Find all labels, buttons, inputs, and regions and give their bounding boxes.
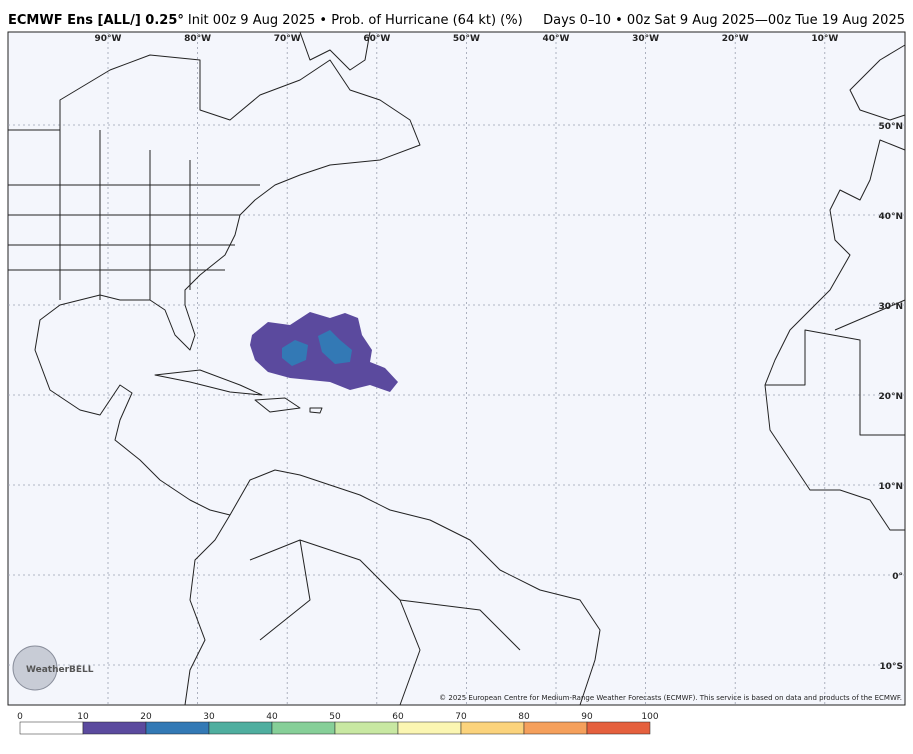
map-frame xyxy=(7,31,906,706)
title-rest: Init 00z 9 Aug 2025 • Prob. of Hurricane… xyxy=(188,13,523,28)
valid-time: Days 0–10 • 00z Sat 9 Aug 2025—00z Tue 1… xyxy=(543,13,905,28)
lat-label: 20°N xyxy=(878,392,903,402)
lon-label: 80°W xyxy=(184,34,211,44)
colorbar-tick-label: 30 xyxy=(203,712,215,722)
title-bold: ECMWF Ens [ALL/] 0.25° xyxy=(8,13,184,28)
lat-label: 40°N xyxy=(878,212,903,222)
sa-borders xyxy=(249,539,521,706)
colorbar-tick-label: 80 xyxy=(518,712,530,722)
colorbar-tick-label: 70 xyxy=(455,712,467,722)
lat-label: 0° xyxy=(892,572,903,582)
colorbar-bin xyxy=(334,721,399,735)
colorbar-tick-label: 10 xyxy=(77,712,89,722)
europe xyxy=(849,44,906,121)
title: ECMWF Ens [ALL/] 0.25° Init 00z 9 Aug 202… xyxy=(8,13,523,28)
lat-label: 10°S xyxy=(879,662,903,672)
lat-label: 30°N xyxy=(878,302,903,312)
us-states xyxy=(8,130,260,300)
probability-field xyxy=(250,312,398,392)
arctic-islands xyxy=(299,31,371,71)
colorbar-tick-label: 0 xyxy=(17,712,23,722)
prob-20-30 xyxy=(282,330,352,366)
lon-label: 70°W xyxy=(274,34,301,44)
lon-label: 60°W xyxy=(363,34,390,44)
colorbar-bin xyxy=(397,721,462,735)
colorbar-bin xyxy=(145,721,210,735)
lon-label: 30°W xyxy=(632,34,659,44)
logo: WeatherBELL xyxy=(12,645,94,691)
north-america xyxy=(8,54,421,516)
colorbar-tick-label: 40 xyxy=(266,712,278,722)
colorbar-tick-label: 50 xyxy=(329,712,341,722)
colorbar-bin xyxy=(19,721,84,735)
colorbar-bin xyxy=(523,721,588,735)
colorbar-bin xyxy=(586,721,651,735)
lon-label: 50°W xyxy=(453,34,480,44)
africa xyxy=(764,139,906,531)
colorbar-tick-label: 100 xyxy=(641,712,658,722)
lat-label: 50°N xyxy=(878,122,903,132)
colorbar-tick-label: 20 xyxy=(140,712,152,722)
colorbar-bin xyxy=(208,721,273,735)
lon-label: 20°W xyxy=(722,34,749,44)
copyright: © 2025 European Centre for Medium-Range … xyxy=(439,694,902,702)
logo-globe xyxy=(12,645,58,691)
lon-label: 90°W xyxy=(95,34,122,44)
lon-label: 10°W xyxy=(811,34,838,44)
hispaniola xyxy=(254,397,323,414)
cuba xyxy=(154,369,263,396)
coastlines xyxy=(8,31,906,706)
colorbar-tick-label: 90 xyxy=(581,712,593,722)
colorbar: 0 10 20 30 40 50 60 70 80 90 100 xyxy=(17,712,659,735)
lat-label: 10°N xyxy=(878,482,903,492)
south-america xyxy=(184,469,601,706)
colorbar-bin xyxy=(460,721,525,735)
lon-label: 40°W xyxy=(543,34,570,44)
colorbar-bin xyxy=(271,721,336,735)
africa-borders xyxy=(765,299,906,436)
colorbar-tick-label: 60 xyxy=(392,712,404,722)
logo-text: WeatherBELL xyxy=(26,665,94,675)
colorbar-bin xyxy=(82,721,147,735)
